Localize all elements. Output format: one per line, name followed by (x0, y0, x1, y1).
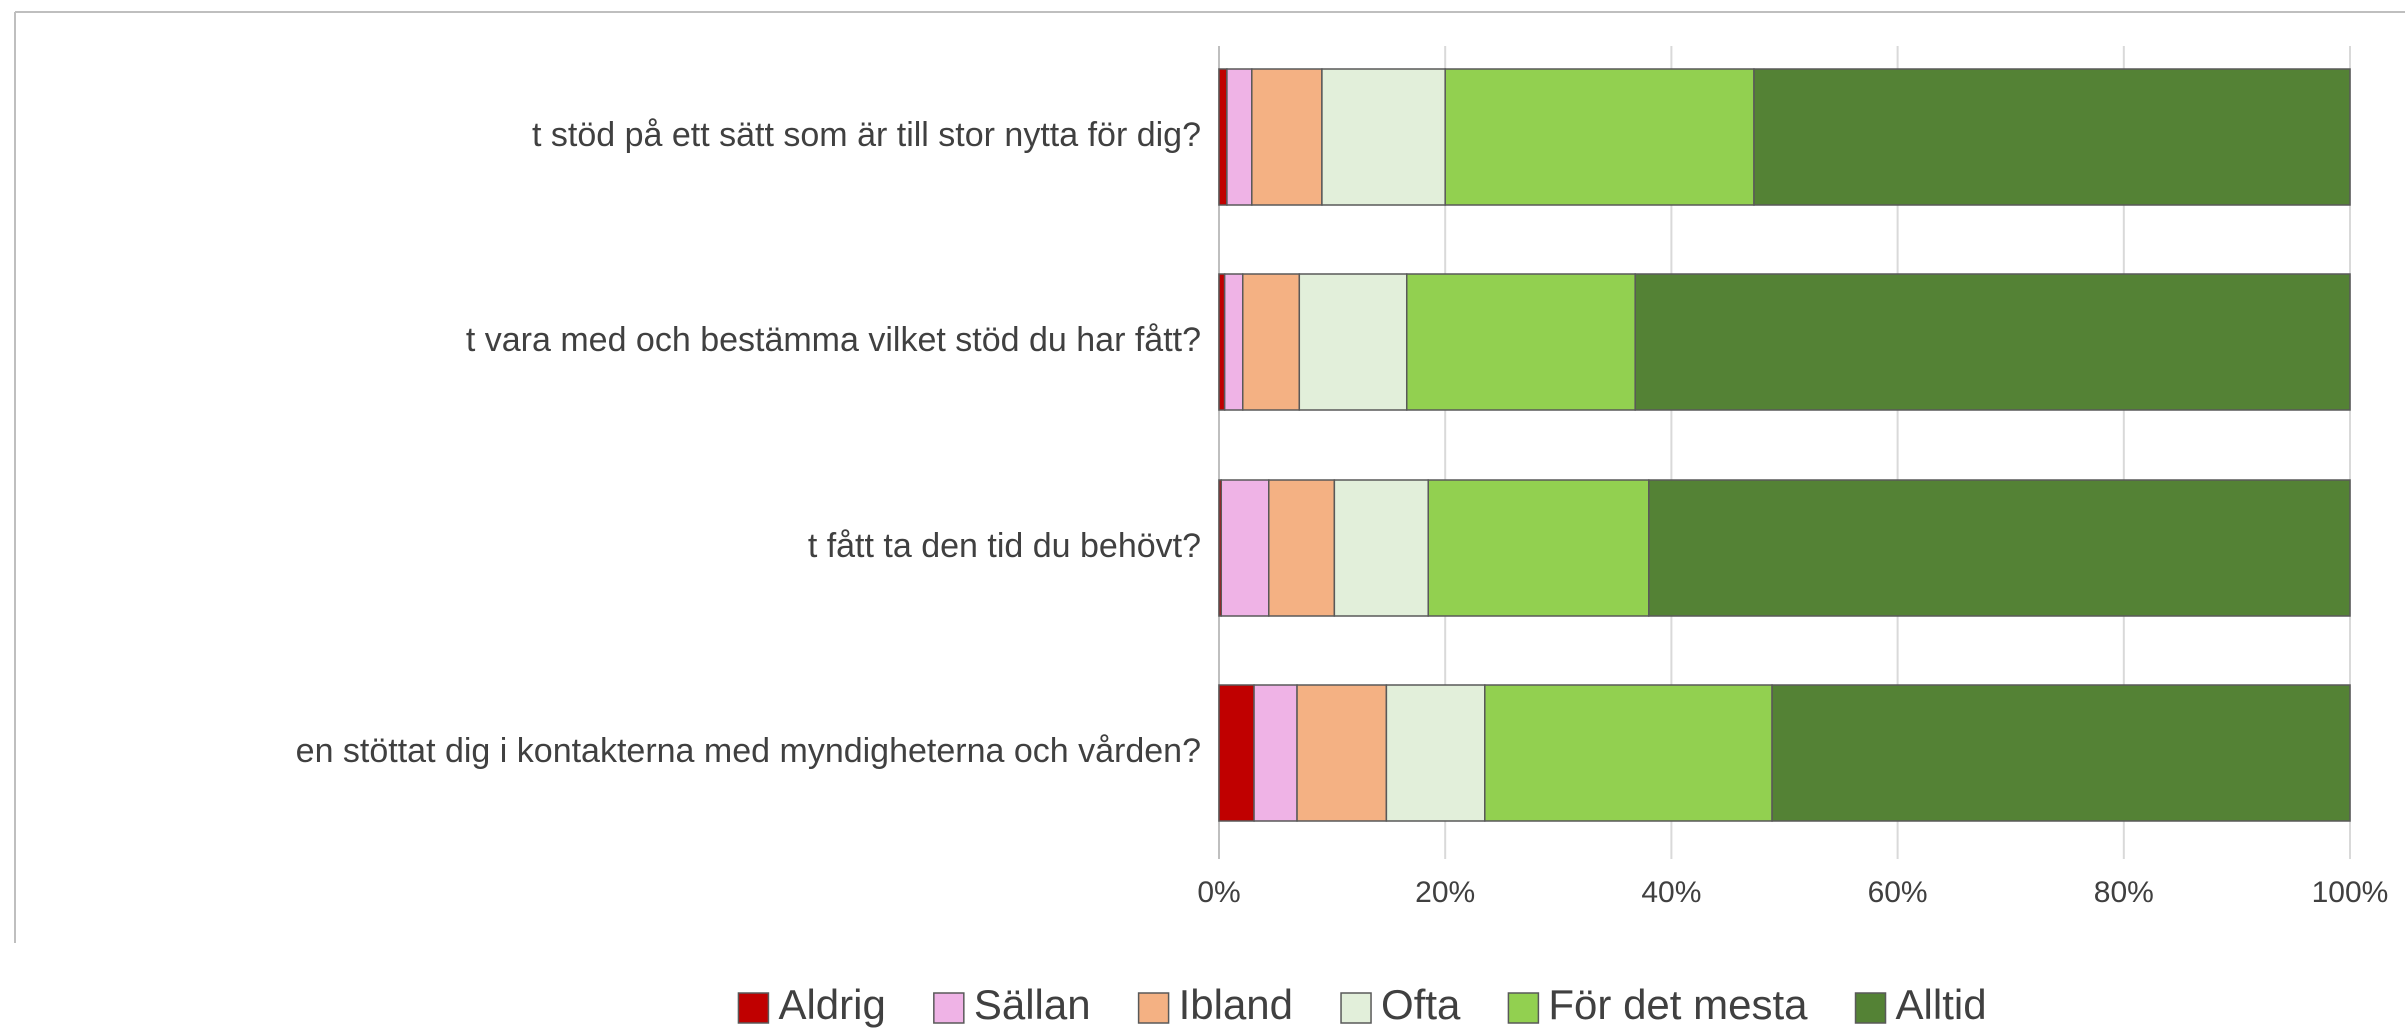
bar-segment (1220, 479, 1270, 617)
legend-swatch (1340, 992, 1372, 1024)
bar-segment (1427, 479, 1650, 617)
bar-segment (1218, 273, 1226, 411)
legend-swatch (737, 992, 770, 1024)
bar-segment (1251, 68, 1323, 206)
bar-segment (1444, 68, 1755, 206)
y-tick-label: t stöd på ett sätt som är till stor nytt… (532, 116, 1201, 154)
bar-segment (1385, 684, 1486, 822)
bar-segment (1648, 479, 2351, 617)
bar-segment (1321, 68, 1446, 206)
x-tick-label: 60% (1868, 876, 1928, 909)
bar-segment (1218, 68, 1228, 206)
x-tick-label: 100% (2312, 876, 2389, 909)
legend-swatch (1854, 992, 1887, 1024)
bar-segment (1634, 273, 2351, 411)
legend-swatch (933, 992, 965, 1024)
legend-swatch (1137, 992, 1170, 1024)
bar-segment (1753, 68, 2351, 206)
bar-segment (1405, 273, 1636, 411)
legend-label: Aldrig (778, 981, 885, 1028)
y-tick-label: t vara med och bestämma vilket stöd du h… (466, 321, 1201, 359)
legend-label: Ofta (1381, 981, 1461, 1028)
y-tick-label: t fått ta den tid du behövt? (808, 527, 1201, 565)
legend-label: För det mesta (1548, 981, 1808, 1028)
legend-label: Sällan (974, 981, 1091, 1028)
x-tick-label: 40% (1641, 876, 1701, 909)
bar-segment (1333, 479, 1429, 617)
x-tick-label: 20% (1415, 876, 1475, 909)
bar-segment (1298, 273, 1408, 411)
legend-label: Ibland (1179, 981, 1293, 1028)
x-tick-label: 0% (1197, 876, 1240, 909)
y-tick-label: en stöttat dig i kontakterna med myndigh… (296, 732, 1201, 770)
bar-segment (1218, 684, 1255, 822)
bar-segment (1268, 479, 1336, 617)
x-tick-label: 80% (2094, 876, 2154, 909)
legend-swatch (1507, 992, 1540, 1024)
bar-segment (1242, 273, 1301, 411)
bar-segment (1296, 684, 1388, 822)
bar-segment (1226, 68, 1253, 206)
bar-segment (1253, 684, 1298, 822)
bar-segment (1771, 684, 2351, 822)
bar-segment (1223, 273, 1244, 411)
legend-label: Alltid (1896, 981, 1987, 1028)
bar-segment (1484, 684, 1773, 822)
